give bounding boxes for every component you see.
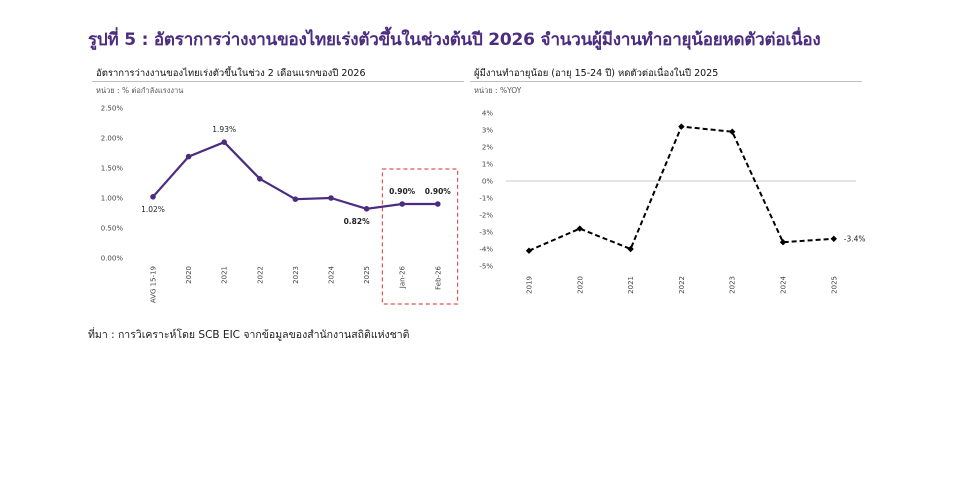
y-tick-label: -4% — [479, 246, 493, 254]
data-point — [729, 128, 736, 135]
data-label: 1.93% — [212, 125, 236, 134]
series-line — [528, 125, 834, 252]
data-point — [627, 245, 634, 253]
y-tick-label: 1.00% — [101, 195, 124, 203]
data-point — [830, 235, 837, 242]
y-tick-label: 2.50% — [101, 105, 124, 113]
x-tick-label: 2023 — [292, 266, 300, 284]
x-tick-label: AVG 15-19 — [150, 266, 158, 303]
data-point — [185, 153, 192, 160]
y-tick-label: 4% — [482, 110, 493, 118]
data-point — [257, 176, 263, 182]
chart-unit: หน่วย : % ต่อกำลังแรงงาน — [96, 86, 184, 95]
data-point — [678, 123, 685, 130]
y-tick-label: -5% — [479, 263, 493, 271]
source-note: ที่มา : การวิเคราะห์โดย SCB EIC จากข้อมู… — [88, 329, 410, 341]
data-point — [525, 247, 533, 254]
x-tick-label: 2019 — [526, 276, 534, 294]
y-tick-label: -1% — [479, 195, 493, 203]
young-employed-line-chart: -5% -4% -3% -2% -1% 0% 1% 2% 3% 4% -3.4% 2019 2020 20… — [479, 110, 865, 294]
data-point — [150, 194, 156, 200]
data-point — [779, 239, 787, 246]
data-point — [576, 225, 583, 232]
title-divider — [92, 81, 464, 82]
chart-title: อัตราการว่างงานของไทยเร่งตัวขึ้นในช่วง 2… — [96, 68, 366, 79]
x-tick-label: 2025 — [830, 276, 838, 294]
data-label: 0.90% — [425, 187, 452, 196]
data-point — [221, 139, 227, 145]
y-tick-label: 0.50% — [101, 225, 124, 233]
y-tick-label: 0.00% — [101, 255, 124, 263]
young-employed-panel: ผู้มีงานทำอายุน้อย (อายุ 15-24 ปี) หดตัว… — [470, 64, 866, 314]
data-label: 0.82% — [344, 217, 371, 226]
data-label: 1.02% — [141, 205, 165, 214]
data-point — [435, 201, 441, 207]
chart-unit: หน่วย : %YOY — [474, 86, 522, 95]
x-tick-label: 2021 — [221, 266, 229, 284]
x-tick-label: 2020 — [185, 266, 193, 284]
title-divider — [470, 81, 862, 82]
y-tick-label: 3% — [482, 127, 493, 135]
x-tick-label: Jan-26 — [399, 265, 407, 289]
data-point — [363, 206, 370, 212]
x-tick-label: 2023 — [729, 276, 737, 294]
y-tick-label: 2.00% — [101, 135, 124, 143]
y-tick-label: 0% — [482, 178, 493, 186]
x-tick-label: 2022 — [256, 266, 264, 284]
x-tick-label: 2020 — [576, 276, 584, 294]
chart-title: ผู้มีงานทำอายุน้อย (อายุ 15-24 ปี) หดตัว… — [474, 68, 719, 79]
x-tick-label: Feb-26 — [434, 265, 442, 289]
y-tick-label: 1.50% — [101, 165, 124, 173]
data-point — [328, 195, 334, 201]
x-tick-label: 2025 — [363, 266, 371, 284]
page-title: รูปที่ 5 : อัตราการว่างงานของไทยเร่งตัวข… — [88, 30, 821, 50]
unemployment-rate-panel: อัตราการว่างงานของไทยเร่งตัวขึ้นในช่วง 2… — [92, 64, 464, 314]
x-tick-label: 2022 — [678, 276, 686, 294]
y-tick-label: 2% — [482, 144, 493, 152]
unemployment-line-chart: 0.00% 0.50% 1.00% 1.50% 2.00% 2.50% 1.02% 1.93%… — [101, 105, 459, 305]
x-tick-label: 2024 — [780, 275, 788, 293]
x-tick-label: 2021 — [627, 276, 635, 294]
data-point — [292, 196, 299, 202]
highlight-box — [381, 168, 459, 305]
data-label: 0.90% — [389, 187, 416, 196]
y-tick-label: -3% — [479, 229, 493, 237]
x-tick-label: 2024 — [328, 265, 336, 283]
y-tick-label: -2% — [479, 212, 493, 220]
data-label: -3.4% — [844, 234, 866, 243]
data-point — [399, 201, 406, 207]
y-tick-label: 1% — [482, 161, 493, 169]
